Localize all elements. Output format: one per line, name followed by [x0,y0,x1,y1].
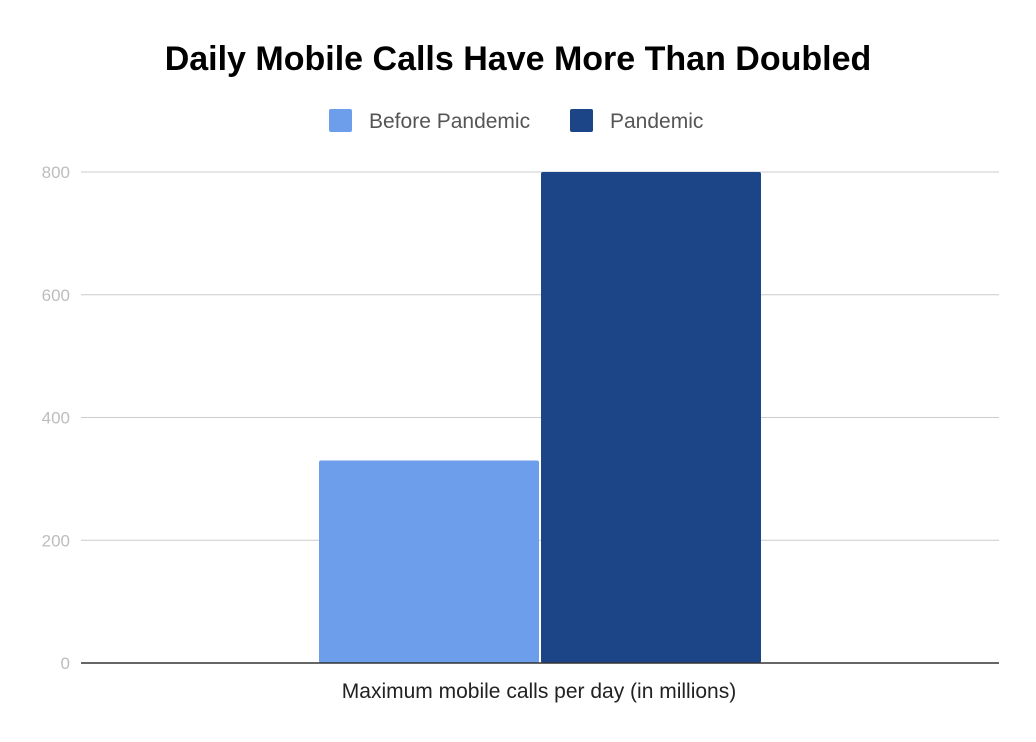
y-tick-label: 200 [42,531,70,550]
bars [319,172,761,663]
y-tick-label: 0 [61,654,70,673]
legend-label-pandemic: Pandemic [610,110,703,133]
y-tick-label: 800 [42,163,70,182]
legend: Before Pandemic Pandemic [329,109,703,133]
x-axis-label: Maximum mobile calls per day (in million… [342,680,736,703]
y-tick-label: 600 [42,286,70,305]
bar-pandemic [541,172,761,663]
legend-swatch-before-pandemic [329,109,352,132]
gridlines: 0 200 400 600 800 [42,163,999,673]
legend-swatch-pandemic [570,109,593,132]
legend-label-before-pandemic: Before Pandemic [369,110,530,133]
chart-title: Daily Mobile Calls Have More Than Double… [165,40,872,78]
y-tick-label: 400 [42,409,70,428]
bar-before-pandemic [319,460,539,663]
